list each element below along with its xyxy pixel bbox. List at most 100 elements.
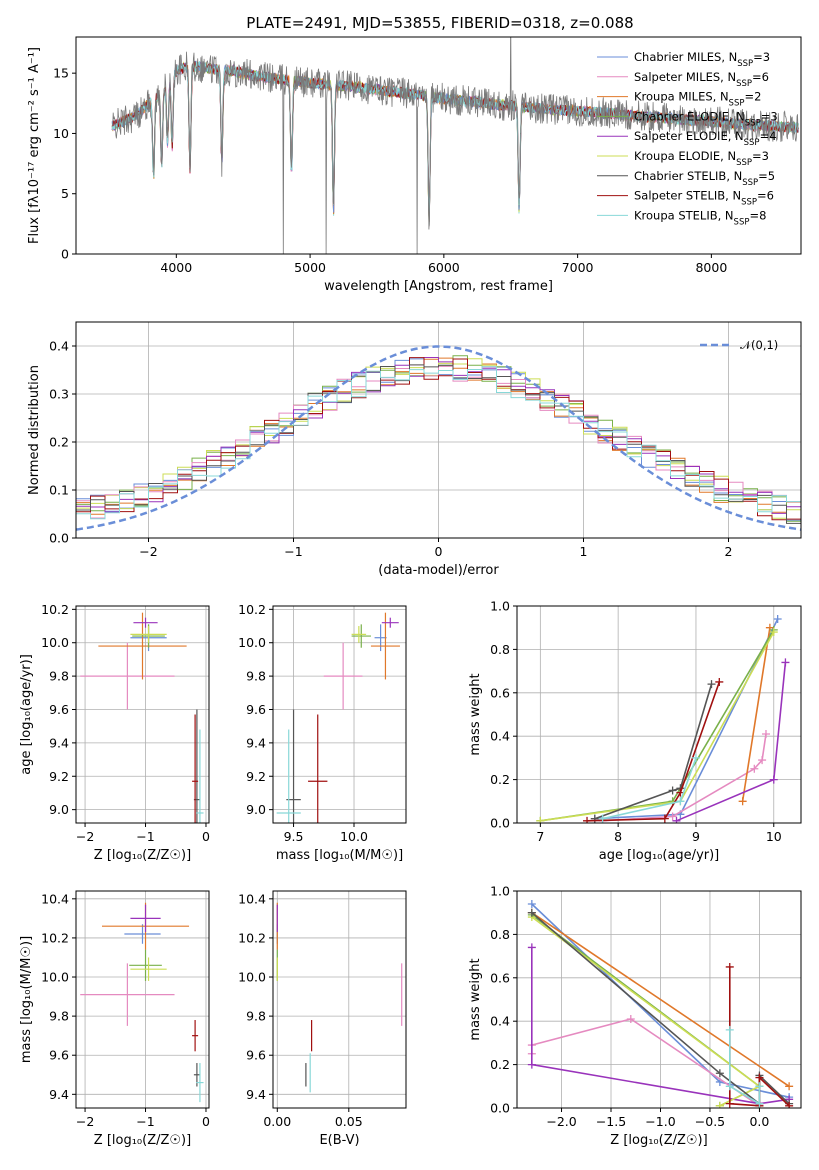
y-tick-label: 0.0 — [49, 531, 69, 546]
panel-age-vs-Z: −2 −1 0 9.0 9.2 9.4 9.6 9.8 10.0 10.2 Z [log₁₀(Z/Z… — [19, 602, 210, 863]
x-tick-label: −2.0 — [546, 1114, 576, 1129]
data-point — [124, 924, 161, 944]
x-axis-label: Z [log₁₀(Z/Z☉)] — [94, 1133, 191, 1148]
legend-model-name: Chabrier STELIB, N — [634, 169, 742, 183]
x-tick-label: 8 — [614, 829, 622, 844]
weight-marker — [583, 816, 592, 823]
y-tick-label: 9.6 — [49, 702, 69, 717]
data-point — [130, 904, 161, 933]
y-tick-label: 0.3 — [49, 387, 69, 402]
y-tick-label: 0.6 — [490, 970, 510, 985]
legend-entry: Salpeter MILES, NSSP=6 — [634, 70, 769, 89]
y-axis-label: mass weight — [468, 673, 483, 755]
weight-marker — [725, 1099, 734, 1108]
data-point — [130, 957, 167, 981]
plot-area — [76, 891, 209, 1108]
x-tick-label: 2 — [725, 544, 733, 559]
y-tick-label: 10.2 — [238, 930, 266, 945]
legend-model-name: Chabrier MILES, N — [634, 50, 737, 64]
weight-marker — [755, 1082, 764, 1091]
legend-nssp: =2 — [744, 90, 761, 104]
legend-nssp: =6 — [752, 70, 769, 84]
y-tick-label: 9.6 — [49, 1048, 69, 1063]
y-axis-label: Flux [fλ10⁻¹⁷ erg cm⁻² s⁻¹ A⁻¹] — [27, 47, 42, 244]
weight-marker — [691, 753, 700, 762]
weight-marker — [738, 797, 747, 806]
x-axis-label: Z [log₁₀(Z/Z☉)] — [610, 1133, 707, 1148]
legend-model-name: Salpeter MILES, N — [634, 70, 736, 84]
y-tick-label: 9.0 — [49, 802, 69, 817]
weight-marker — [598, 814, 607, 823]
legend-entry: 𝒩(0,1) — [740, 338, 778, 352]
y-tick-label: 0.4 — [49, 339, 69, 354]
weight-marker — [761, 730, 770, 739]
plot-area — [517, 891, 801, 1108]
y-tick-label: 10.4 — [238, 891, 266, 906]
axes-frame — [75, 890, 210, 1109]
weight-marker — [785, 1082, 794, 1091]
legend-nssp: =6 — [757, 189, 774, 203]
weight-marker — [527, 908, 536, 917]
residual-histogram — [76, 366, 801, 520]
weight-marker — [668, 812, 677, 821]
y-tick-label: 9.6 — [246, 702, 266, 717]
y-tick-label: 0.1 — [49, 483, 69, 498]
x-tick-label: −1 — [136, 829, 154, 844]
legend-entry: Chabrier ELODIE, NSSP=3 — [634, 109, 778, 128]
legend-nssp: =5 — [758, 169, 775, 183]
axes-frame — [272, 890, 407, 1109]
axes-frame — [516, 890, 802, 1109]
y-tick-label: 9.8 — [246, 669, 266, 684]
legend-subscript: SSP — [741, 198, 757, 208]
axes-frame — [75, 36, 802, 255]
panel-weight-vs-age: 7 8 9 10 0.0 0.2 0.4 0.6 0.8 1.0 age [log₁₀(age/yr… — [468, 599, 802, 863]
legend-nssp: =4 — [760, 129, 777, 143]
weight-marker — [660, 814, 669, 823]
weight-marker — [676, 797, 685, 806]
weight-marker — [672, 816, 681, 823]
plot-area — [517, 606, 801, 823]
axes-frame — [272, 605, 407, 824]
x-axis-label: age [log₁₀(age/yr)] — [599, 848, 720, 863]
x-tick-label: 0 — [435, 544, 443, 559]
weight-marker — [781, 658, 790, 667]
normal-curve — [76, 345, 801, 531]
panel-residuals: −2 −1 0 1 2 0.0 0.1 0.2 0.3 0.4 (data-model)/error… — [27, 321, 802, 578]
x-tick-label: 0 — [202, 829, 210, 844]
weight-line-kroupa-stelib — [729, 1029, 761, 1106]
y-tick-label: 9.4 — [49, 735, 69, 750]
panel-age-vs-mass: 9.5 10.0 9.0 9.2 9.4 9.6 9.8 10.0 10.2 mass [log₁… — [238, 602, 407, 863]
y-tick-label: 0.0 — [490, 816, 510, 831]
weight-marker — [715, 1069, 724, 1078]
weight-marker — [755, 1073, 764, 1082]
x-tick-label: 0 — [202, 1114, 210, 1129]
y-tick-label: 10.0 — [41, 970, 69, 985]
legend-entry: Chabrier MILES, NSSP=3 — [634, 50, 770, 69]
x-tick-label: 10.0 — [340, 829, 368, 844]
legend-subscript: SSP — [737, 59, 753, 69]
residual-histogram — [76, 357, 801, 514]
y-axis-label: mass [log₁₀(M/M☉)] — [19, 936, 34, 1063]
weight-line-chabrier-stelib — [594, 683, 713, 820]
axes-frame — [75, 321, 802, 539]
x-tick-label: −1 — [136, 1114, 154, 1129]
legend-model-name: Salpeter STELIB, N — [634, 189, 741, 203]
legend-model-name: Chabrier ELODIE, N — [634, 109, 745, 123]
y-tick-label: 9.6 — [246, 1048, 266, 1063]
plot-area — [273, 891, 406, 1108]
weight-marker — [715, 1101, 724, 1108]
axes-frame — [75, 605, 210, 824]
y-tick-label: 9.0 — [246, 802, 266, 817]
x-tick-label: 0.0 — [749, 1114, 769, 1129]
y-tick-label: 0.2 — [490, 1057, 510, 1072]
plot-area — [273, 606, 406, 823]
data-point — [98, 612, 187, 680]
x-tick-label: 6000 — [428, 260, 460, 275]
weight-marker — [527, 1060, 536, 1069]
data-point — [351, 624, 371, 648]
y-tick-label: 15 — [53, 66, 69, 81]
weight-marker — [773, 615, 782, 624]
y-tick-label: 10.0 — [238, 635, 266, 650]
data-point — [381, 617, 399, 628]
weight-line-salpeter-elodie — [676, 662, 787, 822]
